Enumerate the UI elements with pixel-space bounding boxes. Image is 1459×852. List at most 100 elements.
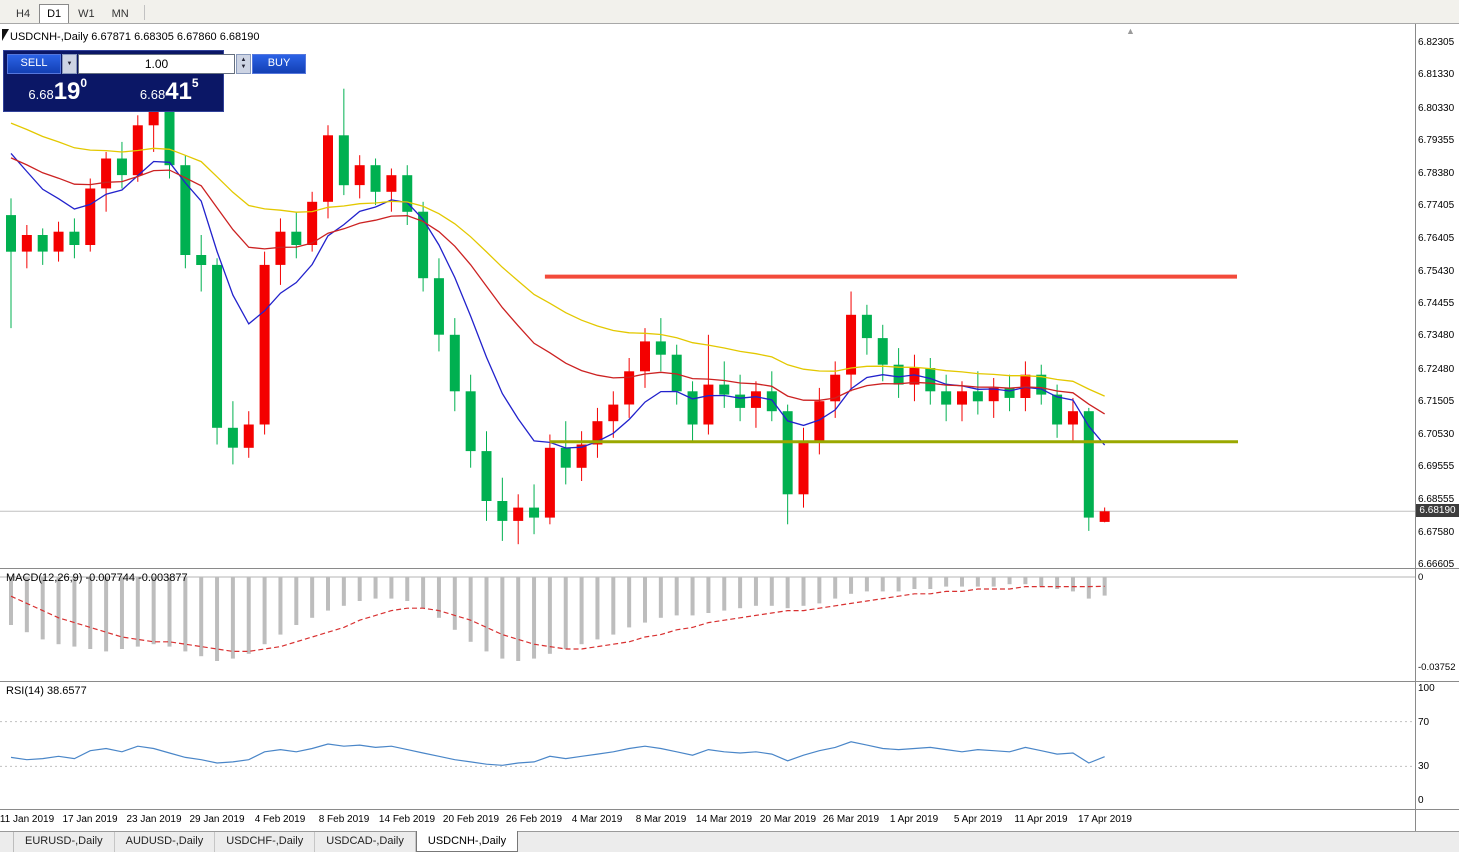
candle <box>291 211 302 259</box>
date-axis-label: 8 Mar 2019 <box>635 814 687 825</box>
candle <box>275 218 286 285</box>
candle <box>624 358 635 418</box>
candle <box>1099 507 1110 523</box>
date-axis-label: 11 Jan 2019 <box>0 814 55 825</box>
current-price-badge: 6.68190 <box>1416 504 1459 517</box>
rsi-pane: RSI(14) 38.6577 100 70 30 0 <box>0 681 1459 809</box>
price-axis-label: 6.69555 <box>1418 461 1455 472</box>
timeframe-tab-d1[interactable]: D1 <box>39 4 70 23</box>
timeframe-bar: H4 D1 W1 MN <box>0 0 1459 24</box>
candle <box>1052 384 1063 438</box>
price-axis-label: 6.77405 <box>1418 200 1455 211</box>
macd-label: MACD(12,26,9) -0.007744 -0.003877 <box>6 572 188 584</box>
chart-tab-audusd-daily[interactable]: AUDUSD-,Daily <box>115 832 216 852</box>
rsi-chart <box>0 721 1415 767</box>
candle <box>53 221 64 262</box>
buy-price-small: 6.68 <box>139 87 166 102</box>
date-axis-label: 17 Apr 2019 <box>1078 814 1132 825</box>
price-axis-label: 6.68555 <box>1418 494 1455 505</box>
date-axis-label: 14 Mar 2019 <box>695 814 753 825</box>
candle <box>925 358 936 405</box>
buy-price-sup: 5 <box>191 76 199 90</box>
chart-tab-usdchf-daily[interactable]: USDCHF-,Daily <box>215 832 316 852</box>
mouse-cursor-icon <box>2 29 9 41</box>
volume-dropdown-icon[interactable]: ▼ <box>62 54 77 74</box>
price-chart-area[interactable]: USDCNH-,Daily 6.67871 6.68305 6.67860 6.… <box>0 24 1415 568</box>
candle <box>513 494 524 545</box>
ma-fast-line <box>10 152 1106 449</box>
candle <box>782 404 793 525</box>
candle <box>370 158 381 206</box>
price-axis-label: 6.67580 <box>1418 527 1455 538</box>
date-axis[interactable]: 11 Jan 2019 17 Jan 2019 23 Jan 2019 29 Jan … <box>0 810 1415 831</box>
candle <box>497 477 508 541</box>
sell-price-display[interactable]: 6.68190 <box>7 76 109 108</box>
price-axis-label: 6.76405 <box>1418 233 1455 244</box>
candle <box>576 431 587 481</box>
price-axis-label: 6.71505 <box>1418 396 1455 407</box>
timeframe-tab-h4[interactable]: H4 <box>16 8 31 20</box>
candle <box>608 391 619 438</box>
candle <box>560 421 571 485</box>
date-axis-label: 20 Mar 2019 <box>759 814 817 825</box>
candle <box>544 434 555 525</box>
candle <box>338 88 349 196</box>
price-axis-label: 6.74455 <box>1418 298 1455 309</box>
chart-tab-usdcnh-daily[interactable]: USDCNH-,Daily <box>415 830 519 852</box>
buy-price-big: 41 <box>165 78 192 105</box>
candle <box>703 334 714 435</box>
ma-slow-line <box>10 122 1105 397</box>
candle <box>719 361 730 408</box>
macd-chart-area[interactable]: MACD(12,26,9) -0.007744 -0.003877 <box>0 569 1415 681</box>
candle <box>69 218 80 259</box>
candle <box>1004 374 1015 412</box>
candle <box>592 407 603 458</box>
candle <box>893 348 904 398</box>
rsi-axis-label: 70 <box>1418 717 1430 728</box>
candle <box>481 431 492 521</box>
chart-tab-usdcad-daily[interactable]: USDCAD-,Daily <box>315 832 416 852</box>
candle <box>972 371 983 415</box>
price-axis[interactable]: 6.82305 6.81330 6.80330 6.79355 6.78380 6.774… <box>1415 24 1459 570</box>
candle <box>85 178 96 252</box>
candle <box>164 105 175 179</box>
sell-price-sup: 0 <box>80 76 88 90</box>
tab-bar-stub <box>0 832 14 852</box>
buy-price-display[interactable]: 6.68415 <box>119 76 221 108</box>
buy-button[interactable]: BUY <box>252 54 306 74</box>
candle <box>227 401 238 465</box>
candle <box>402 165 413 225</box>
volume-input[interactable] <box>78 54 235 74</box>
chart-tab-eurusd-daily[interactable]: EURUSD-,Daily <box>14 832 115 852</box>
date-axis-label: 29 Jan 2019 <box>189 814 245 825</box>
date-axis-label: 5 Apr 2019 <box>953 814 1003 825</box>
timeframe-tab-w1[interactable]: W1 <box>78 8 95 20</box>
candle <box>465 374 476 468</box>
date-axis-label: 4 Mar 2019 <box>571 814 623 825</box>
rsi-axis[interactable]: 100 70 30 0 <box>1415 682 1459 809</box>
rsi-chart-area[interactable]: RSI(14) 38.6577 <box>0 682 1415 809</box>
candle <box>196 235 207 292</box>
macd-histogram <box>9 577 1107 661</box>
candle <box>766 371 777 422</box>
candle <box>354 155 365 199</box>
macd-chart <box>0 576 1415 661</box>
ma-mid-line <box>10 157 1105 415</box>
sell-button[interactable]: SELL <box>7 54 61 74</box>
rsi-axis-label: 100 <box>1418 683 1435 694</box>
candle <box>798 427 809 508</box>
chart-panes: USDCNH-,Daily 6.67871 6.68305 6.67860 6.… <box>0 24 1459 831</box>
macd-axis[interactable]: 0 -0.03752 <box>1415 569 1459 681</box>
candle <box>861 304 872 355</box>
date-axis-label: 4 Feb 2019 <box>254 814 306 825</box>
price-axis-label: 6.80330 <box>1418 103 1455 114</box>
timeframe-tab-mn[interactable]: MN <box>111 8 129 20</box>
candle <box>212 258 223 445</box>
candle <box>37 228 48 265</box>
volume-spinner[interactable]: ▲ ▼ <box>236 54 251 74</box>
candle <box>988 378 999 418</box>
toolbar-separator <box>143 5 145 20</box>
candle <box>1067 397 1078 442</box>
price-axis-label: 6.66605 <box>1418 559 1455 570</box>
macd-pane: MACD(12,26,9) -0.007744 -0.003877 0 -0.03… <box>0 568 1459 681</box>
